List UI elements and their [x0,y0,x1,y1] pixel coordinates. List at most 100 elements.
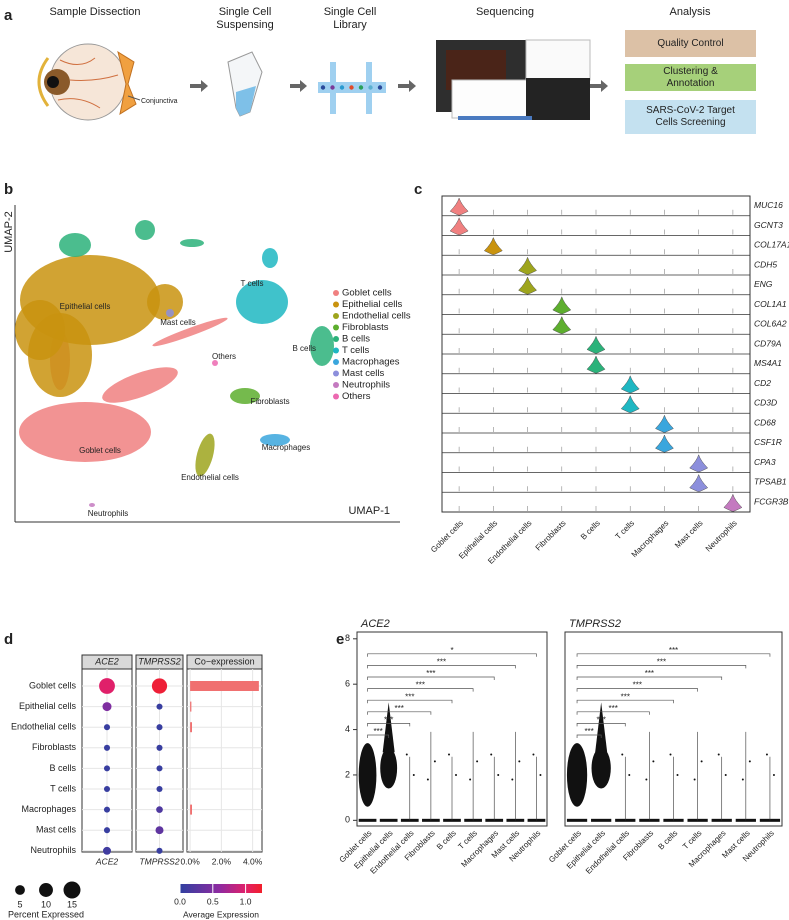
bracket [367,699,453,704]
droplet [320,85,326,90]
cluster-region [180,239,204,247]
point [532,753,535,756]
droplet [349,85,354,90]
zero-band [358,818,377,822]
gene-label: COL6A2 [754,319,787,329]
point [669,753,672,756]
sequencer [526,78,590,120]
panel-title: Co−expression [194,656,254,666]
significance-label: *** [621,692,630,701]
y-tick-label: Goblet cells [29,680,77,690]
legend-swatch [333,382,339,388]
point-cloud [591,747,611,789]
y-tick-label: 6 [345,679,350,689]
panel-frame [186,668,263,853]
legend-label: Neutrophils [342,380,390,391]
legend-swatch [333,393,339,400]
gene-label: COL17A1 [754,240,789,250]
bar [190,681,259,691]
point-cloud [358,743,377,807]
x-tick-label: 0.0% [180,856,200,866]
analysis-box: Quality Control [625,30,756,57]
droplet [339,85,345,90]
dot [155,826,164,835]
cluster-region [230,388,260,404]
zero-band [379,818,398,822]
y-tick-label: Endothelial cells [11,722,77,732]
cluster-region [59,233,91,257]
bracket [576,665,747,669]
legend-swatch [333,347,339,354]
significance-label: *** [584,727,593,736]
panel-letter: b [4,181,13,198]
violin [655,434,674,453]
x-tick-label: T cells [614,519,637,542]
point [652,760,655,763]
cluster-label: B cells [292,344,316,353]
legend-swatch [333,370,339,377]
color-tick-label: 1.0 [240,896,252,906]
point [765,753,768,756]
significance-label: *** [384,716,393,725]
bracket [576,723,626,727]
violin [518,276,537,295]
size-key [63,881,81,899]
step-title: Analysis [669,6,711,18]
y-tick-label: B cells [49,763,76,773]
bracket [576,711,650,715]
legend-swatch [333,290,339,296]
cluster-region [152,317,228,347]
bracket [576,734,602,738]
point [748,760,751,763]
significance-label: *** [426,669,435,678]
pupil [47,76,59,88]
point [433,760,436,763]
y-tick-label: Mast cells [36,825,77,835]
violin [620,394,640,414]
gene-label: CPA3 [754,457,776,467]
cluster-label: Others [212,352,236,361]
cluster-label: T cells [241,279,264,288]
cluster-region [15,300,65,360]
droplet [368,85,373,90]
gene-label: CD68 [754,417,776,427]
gene-label: GCNT3 [754,220,783,230]
point-cloud [566,743,588,807]
conjunctiva-label: Conjunctiva [141,98,178,105]
violin [586,355,606,374]
significance-label: *** [405,692,414,701]
point [412,773,415,776]
dot [99,678,115,694]
x-tick-label: B cells [579,519,602,542]
bracket [367,653,537,657]
violin [689,453,709,473]
point [405,753,408,756]
point [717,753,720,756]
point [700,760,703,763]
legend-swatch [333,313,339,319]
y-tick-label: 8 [345,633,350,643]
panel-title: ACE2 [360,618,390,630]
dot [103,846,111,855]
point [476,760,479,763]
x-tick-label: Neutrophils [704,519,739,554]
x-tick-label: Mast cells [673,519,705,551]
gene-label: MS4A1 [754,358,782,368]
arrow-head [601,80,608,92]
legend-label: Epithelial cells [342,299,402,310]
gene-label: CDH5 [754,259,777,269]
gene-label: CD3D [754,398,777,408]
gene-label: COL1A1 [754,299,787,309]
bracket [367,734,390,738]
dot [151,678,168,694]
bracket [576,676,723,680]
size-key-label: 5 [17,899,22,909]
dot [103,806,111,813]
conjunctiva [117,50,137,116]
dot [103,724,111,731]
legend-label: Mast cells [342,368,384,379]
size-key [15,885,25,895]
significance-label: *** [395,704,404,713]
bracket [367,711,432,715]
cluster-region [212,360,218,366]
